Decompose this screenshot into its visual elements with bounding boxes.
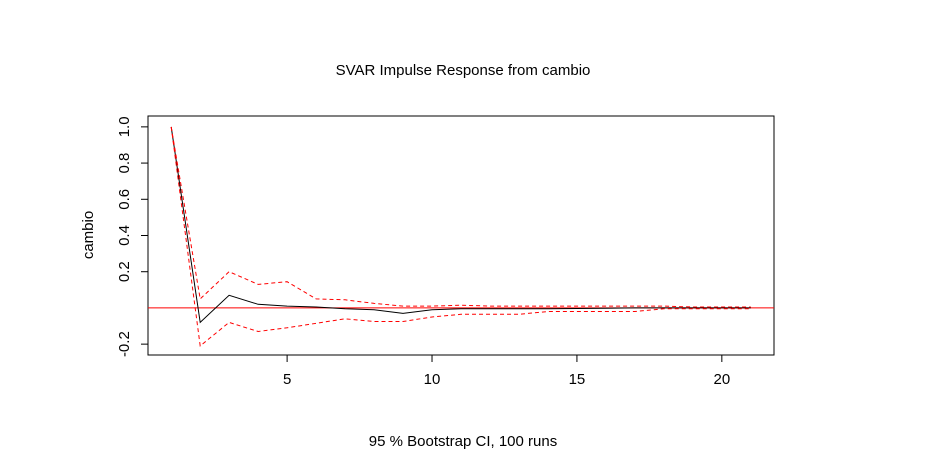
y-tick-label: -0.2 xyxy=(116,331,133,357)
y-tick-label: 1.0 xyxy=(116,116,133,137)
x-tick-label: 5 xyxy=(283,371,291,388)
x-tick-label: 15 xyxy=(569,371,586,388)
upper-series-line xyxy=(170,126,751,308)
x-tick-label: 20 xyxy=(713,371,730,388)
axes: 5 10 15 20 -0.2 0.2 0.4 0.6 0.8 1.0 xyxy=(116,116,730,388)
y-tick-label: 0.6 xyxy=(116,189,133,210)
y-tick-label: 0.8 xyxy=(116,153,133,174)
y-tick-label: 0.2 xyxy=(116,261,133,282)
plot-frame xyxy=(147,115,775,356)
lower-series-line xyxy=(170,126,751,347)
y-tick-label: 0.4 xyxy=(116,225,133,246)
y-axis-label: cambio xyxy=(80,211,97,259)
data-marks xyxy=(148,126,774,347)
x-tick-label: 10 xyxy=(424,371,441,388)
chart-title: SVAR Impulse Response from cambio xyxy=(336,62,591,79)
x-axis-label: 95 % Bootstrap CI, 100 runs xyxy=(369,433,557,450)
response-series-line xyxy=(170,126,751,324)
